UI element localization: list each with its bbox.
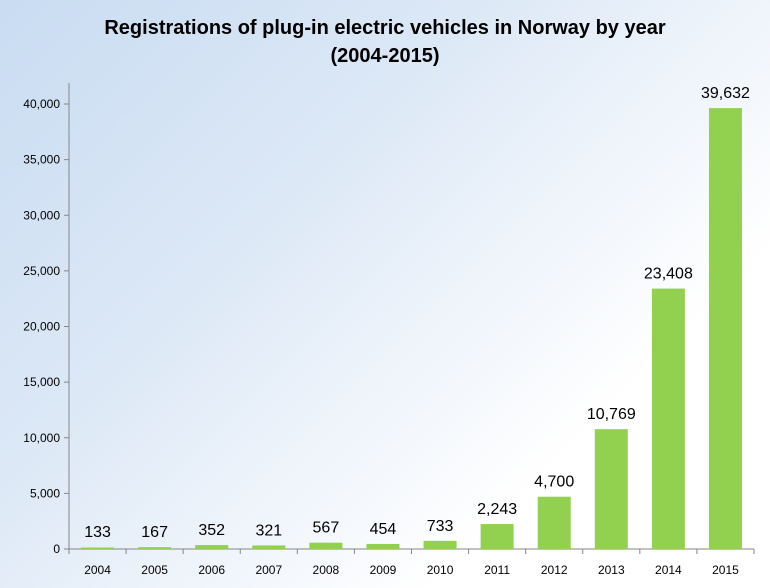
y-tick-label: 10,000: [23, 431, 60, 445]
data-label: 2,243: [477, 501, 517, 518]
y-tick-label: 35,000: [23, 153, 60, 167]
data-labels: 133 167 352 321 567 454 733 2,243 4,700 10,769 23,…: [84, 85, 750, 541]
y-tick-label: 40,000: [23, 97, 60, 111]
y-tick: 0: [53, 542, 69, 556]
y-tick: 40,000: [23, 97, 69, 111]
chart-subtitle: (2004-2015): [330, 45, 440, 67]
bar: [480, 524, 514, 549]
chart-title-line1: Registrations of plug-in electric vehicl…: [104, 17, 666, 39]
bar: [81, 547, 115, 549]
y-tick-label: 15,000: [23, 375, 60, 389]
bar: [252, 545, 286, 549]
bar: [423, 540, 457, 549]
bar: [138, 547, 172, 549]
data-label: 454: [370, 521, 397, 538]
x-tick-label: 2011: [484, 563, 510, 577]
y-tick-label: 5,000: [30, 486, 60, 500]
x-tick-label: 2004: [84, 563, 111, 577]
bar: [651, 288, 685, 549]
x-tick-label: 2014: [655, 563, 682, 577]
data-label: 39,632: [701, 85, 750, 102]
y-tick: 10,000: [23, 431, 69, 445]
data-label: 321: [255, 522, 282, 539]
bar: [537, 496, 571, 549]
x-tick-label: 2008: [313, 563, 340, 577]
y-tick: 30,000: [23, 208, 69, 222]
y-tick: 25,000: [23, 264, 69, 278]
x-axis: 2004 2005 2006 2007 2008 2009 2010 2011 2012 2013…: [68, 548, 755, 577]
data-label: 733: [427, 518, 454, 535]
bars: [81, 108, 742, 550]
y-tick: 35,000: [23, 153, 69, 167]
data-label: 167: [141, 524, 168, 541]
bar: [195, 545, 229, 549]
y-tick: 5,000: [30, 486, 69, 500]
data-label: 133: [84, 524, 111, 541]
y-axis: 0 5,000 10,000 15,000 20,000 25,000 30,000 35,0…: [23, 83, 70, 556]
data-label: 23,408: [644, 266, 693, 283]
bar: [366, 543, 400, 549]
x-tick-label: 2010: [427, 563, 454, 577]
y-tick-label: 30,000: [23, 208, 60, 222]
data-label: 10,769: [587, 406, 636, 423]
bar: [594, 429, 628, 549]
x-tick-label: 2013: [598, 563, 625, 577]
x-tick-label: 2005: [141, 563, 168, 577]
y-tick: 20,000: [23, 320, 69, 334]
y-tick-label: 25,000: [23, 264, 60, 278]
data-label: 567: [313, 520, 340, 537]
x-tick-label: 2012: [541, 563, 568, 577]
x-tick-label: 2015: [712, 563, 739, 577]
data-label: 352: [198, 522, 225, 539]
y-tick: 15,000: [23, 375, 69, 389]
y-tick-label: 0: [53, 542, 60, 556]
bar: [708, 108, 742, 550]
y-tick-label: 20,000: [23, 320, 60, 334]
x-tick-label: 2007: [255, 563, 282, 577]
bar: [309, 542, 343, 549]
x-tick-label: 2006: [198, 563, 225, 577]
x-tick-label: 2009: [370, 563, 397, 577]
data-label: 4,700: [534, 474, 574, 491]
chart-title: Registrations of plug-in electric vehicl…: [0, 14, 770, 70]
